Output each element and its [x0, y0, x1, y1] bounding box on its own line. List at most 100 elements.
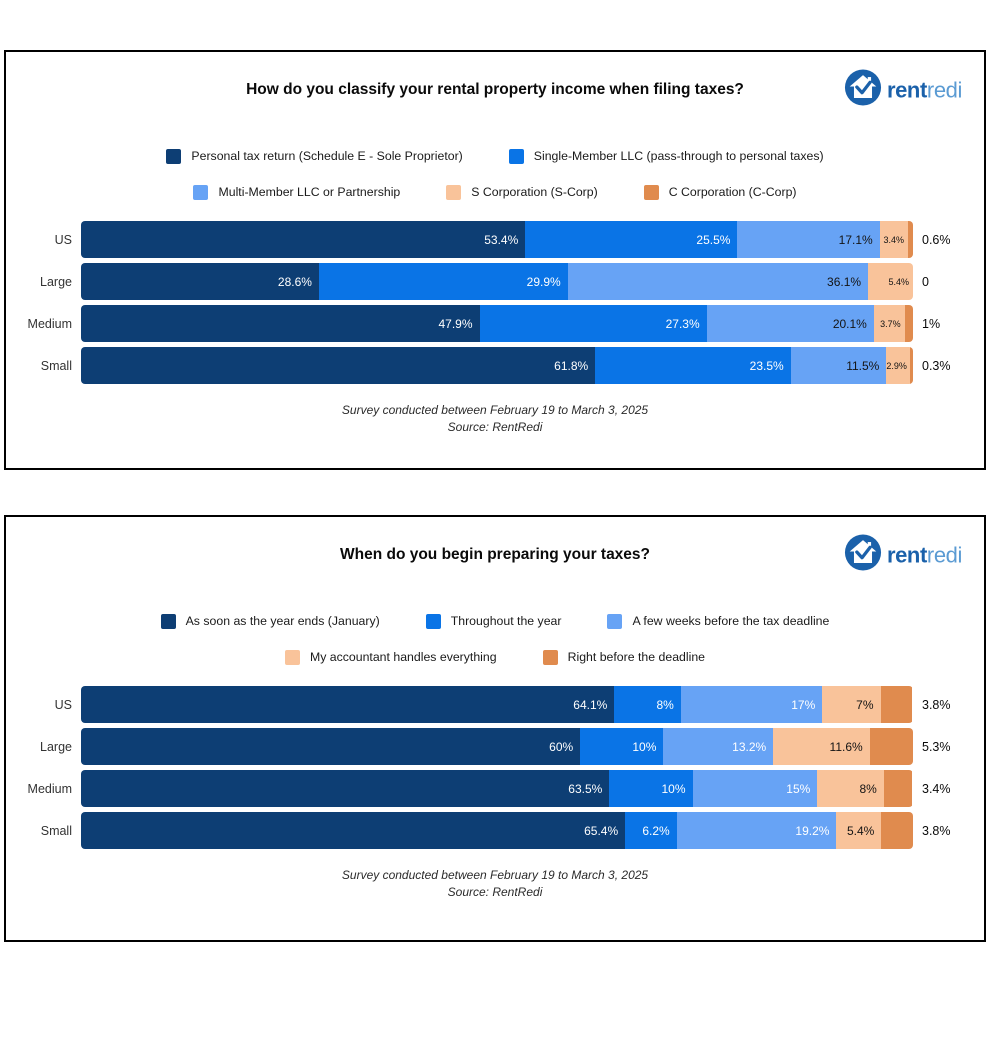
bar-segment: 5.4% — [836, 812, 882, 849]
category-label: Small — [40, 823, 72, 838]
bar-row-small: Small 61.8% 23.5% 11.5% 2.9% 0.3% — [6, 347, 984, 384]
legend-label: S Corporation (S-Corp) — [471, 185, 598, 199]
bar-segment: 8% — [614, 686, 681, 723]
bar-row-us: US 53.4% 25.5% 17.1% 3.4% 0.6% — [6, 221, 984, 258]
bar-segment — [904, 305, 913, 342]
bar-segment: 10% — [609, 770, 693, 807]
legend-swatch — [542, 649, 558, 665]
segment-value-label: 25.5% — [696, 232, 731, 247]
legend-swatch — [643, 184, 659, 200]
legend-label: Right before the deadline — [567, 650, 706, 664]
rentredi-house-icon — [844, 69, 882, 112]
bar-segment: 63.5% — [81, 770, 610, 807]
bar-segment — [881, 812, 913, 849]
legend-row-1: Personal tax return (Schedule E - Sole P… — [6, 148, 984, 164]
bar-segment: 11.6% — [773, 728, 870, 765]
outside-value-label: 0.3% — [922, 358, 951, 373]
bar-segment: 6.2% — [625, 812, 677, 849]
wordmark-light: redi — [926, 77, 962, 102]
segment-value-label: 28.6% — [277, 274, 312, 289]
segment-value-label: 3.4% — [883, 234, 904, 245]
category-label: Large — [40, 739, 72, 754]
bar-segment: 19.2% — [676, 812, 837, 849]
legend-row-1: As soon as the year ends (January) Throu… — [6, 613, 984, 629]
legend-swatch — [425, 613, 441, 629]
legend-label: Multi-Member LLC or Partnership — [218, 185, 401, 199]
tax-classification-chart-card: How do you classify your rental property… — [4, 50, 986, 470]
segment-value-label: 17% — [791, 697, 816, 712]
stacked-bar: 47.9% 27.3% 20.1% 3.7% — [81, 305, 913, 342]
legend-item: C Corporation (C-Corp) — [643, 184, 797, 200]
legend-item: S Corporation (S-Corp) — [446, 184, 598, 200]
bar-segment: 53.4% — [81, 221, 526, 258]
stacked-bar: 64.1% 8% 17% 7% — [81, 686, 913, 723]
bar-segment: 65.4% — [81, 812, 626, 849]
wordmark-light: redi — [926, 542, 962, 567]
legend-item: Single-Member LLC (pass-through to perso… — [508, 148, 824, 164]
stacked-bar: 53.4% 25.5% 17.1% 3.4% — [81, 221, 913, 258]
bar-segment — [910, 347, 913, 384]
segment-value-label: 5.4% — [847, 823, 875, 838]
segment-value-label: 3.7% — [880, 318, 901, 329]
bar-row-medium: Medium 47.9% 27.3% 20.1% 3.7% 1% — [6, 305, 984, 342]
segment-value-label: 63.5% — [568, 781, 603, 796]
bar-segment: 2.9% — [886, 347, 911, 384]
bar-row-small: Small 65.4% 6.2% 19.2% 5.4% 3.8% — [6, 812, 984, 849]
outside-value-label: 3.4% — [922, 781, 951, 796]
chart-footnote: Survey conducted between February 19 to … — [6, 402, 984, 436]
rentredi-wordmark: rentredi — [887, 542, 962, 568]
bar-segment — [880, 686, 913, 723]
legend-item: Throughout the year — [425, 613, 561, 629]
source-note: Source: RentRedi — [447, 419, 543, 434]
segment-value-label: 20.1% — [832, 316, 867, 331]
bar-segment: 11.5% — [790, 347, 887, 384]
outside-value-label: 3.8% — [922, 823, 951, 838]
bar-segment — [907, 221, 913, 258]
wordmark-bold: rent — [886, 542, 927, 567]
legend-item: A few weeks before the tax deadline — [607, 613, 829, 629]
rentredi-logo: rentredi — [844, 534, 962, 577]
legend-swatch — [284, 649, 300, 665]
segment-value-label: 10% — [632, 739, 657, 754]
bar-row-medium: Medium 63.5% 10% 15% 8% 3.4% — [6, 770, 984, 807]
bar-segment: 23.5% — [595, 347, 791, 384]
legend-label: My accountant handles everything — [309, 650, 497, 664]
bar-segment: 20.1% — [706, 305, 874, 342]
legend-item: As soon as the year ends (January) — [160, 613, 380, 629]
category-label: Medium — [27, 316, 72, 331]
rentredi-wordmark: rentredi — [887, 77, 962, 103]
stacked-bar: 60% 10% 13.2% 11.6% — [81, 728, 913, 765]
bar-segment: 3.7% — [873, 305, 905, 342]
segment-value-label: 5.4% — [888, 276, 909, 287]
bar-segment: 10% — [580, 728, 664, 765]
segment-value-label: 47.9% — [438, 316, 473, 331]
segment-value-label: 11.5% — [846, 358, 880, 373]
legend-swatch — [446, 184, 462, 200]
bar-row-large: Large 60% 10% 13.2% 11.6% 5.3% — [6, 728, 984, 765]
segment-value-label: 15% — [786, 781, 811, 796]
bar-segment: 17.1% — [737, 221, 880, 258]
bar-segment: 13.2% — [663, 728, 774, 765]
bar-segment: 17% — [680, 686, 823, 723]
outside-value-label: 0.6% — [922, 232, 951, 247]
category-label: US — [54, 697, 72, 712]
bar-segment: 8% — [817, 770, 884, 807]
category-label: Medium — [27, 781, 72, 796]
bar-segment: 60% — [81, 728, 581, 765]
legend-row-2: My accountant handles everything Right b… — [6, 649, 984, 665]
legend-item: Right before the deadline — [542, 649, 706, 665]
rentredi-logo: rentredi — [844, 69, 962, 112]
category-label: US — [54, 232, 72, 247]
segment-value-label: 36.1% — [827, 274, 862, 289]
segment-value-label: 8% — [656, 697, 674, 712]
chart-footnote: Survey conducted between February 19 to … — [6, 867, 984, 901]
outside-value-label: 3.8% — [922, 697, 951, 712]
segment-value-label: 23.5% — [749, 358, 784, 373]
chart-header: How do you classify your rental property… — [6, 69, 984, 112]
bar-segment: 28.6% — [81, 263, 319, 300]
bar-segment — [869, 728, 913, 765]
legend-label: Personal tax return (Schedule E - Sole P… — [191, 149, 463, 163]
chart-title: How do you classify your rental property… — [246, 81, 744, 98]
rentredi-house-icon — [844, 534, 882, 577]
survey-period-note: Survey conducted between February 19 to … — [341, 403, 649, 417]
